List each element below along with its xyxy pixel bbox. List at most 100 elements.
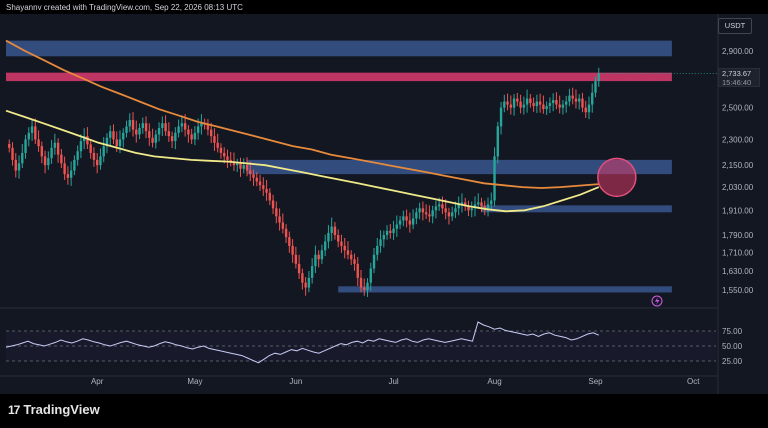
candle-body bbox=[148, 131, 151, 138]
candle-body bbox=[278, 216, 281, 223]
candle-body bbox=[389, 230, 392, 233]
candle-body bbox=[532, 103, 535, 107]
candle-body bbox=[304, 282, 307, 288]
candle-body bbox=[92, 152, 96, 160]
candle-body bbox=[343, 245, 346, 251]
candle-body bbox=[297, 263, 301, 274]
rsi-line bbox=[5, 321, 599, 364]
price-tick-label: 1,710.00 bbox=[722, 249, 754, 258]
highlight-circle bbox=[597, 157, 637, 198]
candle-body bbox=[441, 204, 444, 209]
candle-body bbox=[14, 159, 17, 171]
candle-body bbox=[538, 101, 542, 105]
candle-body bbox=[56, 142, 60, 155]
candle-body bbox=[493, 156, 496, 201]
tradingview-logo-icon: 17 bbox=[8, 402, 20, 417]
candle-body bbox=[516, 98, 519, 102]
candle-body bbox=[314, 254, 317, 267]
candle-body bbox=[281, 222, 285, 229]
candle-body bbox=[350, 254, 353, 260]
currency-badge[interactable]: USDT bbox=[718, 18, 752, 34]
candle-body bbox=[170, 136, 174, 142]
candle-body bbox=[415, 212, 418, 219]
candle-body bbox=[356, 263, 359, 278]
candle-body bbox=[284, 228, 288, 238]
candle-body bbox=[66, 174, 70, 178]
candle-body bbox=[346, 250, 350, 255]
candle-body bbox=[584, 107, 587, 113]
candle-body bbox=[242, 165, 245, 169]
candle-body bbox=[323, 241, 327, 251]
price-tick-label: 1,550.00 bbox=[722, 286, 754, 295]
candle-body bbox=[255, 177, 258, 182]
time-tick-label: May bbox=[187, 377, 202, 386]
candle-body bbox=[180, 123, 184, 127]
zone-support-3 bbox=[481, 205, 672, 213]
candle-body bbox=[460, 202, 464, 205]
candle-body bbox=[239, 163, 242, 169]
candle-body bbox=[219, 147, 223, 153]
candle-body bbox=[395, 224, 399, 229]
candle-body bbox=[174, 132, 177, 142]
candle-body bbox=[464, 202, 467, 207]
candle-body bbox=[379, 239, 382, 246]
candle-body bbox=[109, 131, 112, 138]
candle-body bbox=[291, 245, 294, 255]
candle-body bbox=[151, 137, 154, 143]
candle-body bbox=[512, 98, 516, 108]
zone-support-2 bbox=[247, 159, 672, 175]
candle-body bbox=[262, 185, 265, 189]
candle-body bbox=[450, 212, 454, 217]
candle-body bbox=[271, 200, 275, 209]
tradingview-logo[interactable]: 17 TradingView bbox=[8, 402, 100, 417]
candle-body bbox=[486, 204, 490, 209]
candle-body bbox=[122, 132, 125, 140]
candle-body bbox=[558, 104, 561, 108]
candle-body bbox=[411, 218, 415, 225]
candle-body bbox=[522, 104, 526, 108]
time-tick-label: Sep bbox=[588, 377, 603, 386]
candle-body bbox=[245, 165, 249, 171]
candle-body bbox=[470, 208, 473, 211]
candle-body bbox=[340, 241, 343, 246]
candle-body bbox=[405, 216, 408, 221]
candle-body bbox=[431, 210, 434, 217]
rsi-tick-label: 50.00 bbox=[722, 342, 743, 351]
candle-body bbox=[444, 208, 447, 213]
tradingview-logo-text: TradingView bbox=[23, 402, 100, 417]
price-chart[interactable]: 2,900.002,700.002,500.002,300.002,150.00… bbox=[0, 14, 768, 394]
candle-body bbox=[86, 136, 89, 145]
candle-body bbox=[392, 228, 395, 233]
rsi-tick-label: 25.00 bbox=[722, 357, 743, 366]
candle-body bbox=[193, 132, 197, 140]
candle-body bbox=[301, 273, 304, 283]
candle-body bbox=[509, 104, 513, 108]
candle-body bbox=[53, 142, 57, 148]
candle-body bbox=[428, 214, 431, 217]
candle-body bbox=[382, 235, 385, 240]
candle-body bbox=[125, 126, 128, 133]
candle-body bbox=[477, 202, 480, 205]
candle-body bbox=[366, 282, 369, 290]
candle-body bbox=[519, 101, 522, 108]
candle-body bbox=[226, 156, 229, 160]
candle-body bbox=[535, 101, 539, 107]
candle-body bbox=[236, 163, 239, 166]
price-tick-label: 2,300.00 bbox=[722, 135, 754, 144]
candle-body bbox=[551, 100, 555, 104]
rsi-tick-label: 75.00 bbox=[722, 327, 743, 336]
candle-body bbox=[564, 101, 568, 105]
candle-body bbox=[50, 147, 53, 159]
candle-body bbox=[571, 95, 574, 99]
candle-body bbox=[529, 98, 532, 104]
last-price-value: 2,733.67 bbox=[722, 69, 752, 78]
time-tick-label: Apr bbox=[91, 377, 104, 386]
candle-body bbox=[402, 216, 405, 221]
candle-body bbox=[372, 254, 376, 269]
candle-body bbox=[454, 208, 457, 213]
lightning-icon bbox=[651, 295, 663, 307]
candle-body bbox=[275, 208, 278, 217]
candle-body bbox=[327, 232, 330, 242]
candle-body bbox=[24, 139, 27, 153]
